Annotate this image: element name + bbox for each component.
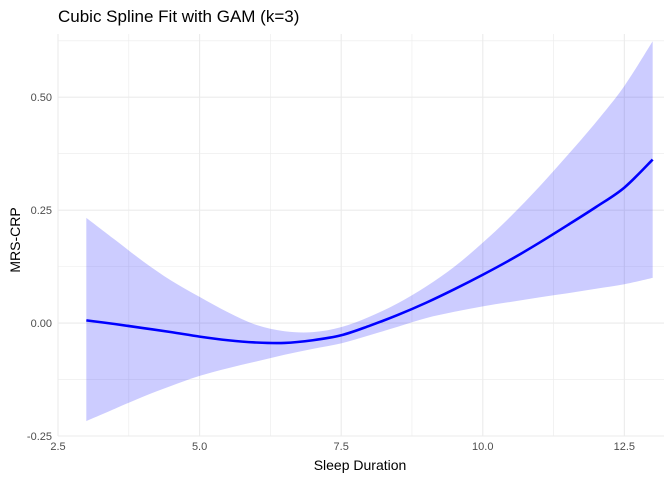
chart-title: Cubic Spline Fit with GAM (k=3): [58, 7, 299, 26]
y-axis-ticks: -0.25 0.00 0.25 0.50: [27, 92, 52, 443]
x-axis-title: Sleep Duration: [314, 457, 407, 473]
confidence-band: [86, 41, 653, 422]
y-axis-title: MRS-CRP: [7, 207, 23, 272]
y-tick-label: -0.25: [27, 431, 52, 443]
y-tick-label: 0.25: [31, 205, 52, 217]
x-tick-label: 7.5: [334, 441, 349, 453]
y-tick-label: 0.50: [31, 92, 52, 104]
x-tick-label: 10.0: [472, 441, 493, 453]
y-tick-label: 0.00: [31, 318, 52, 330]
x-tick-label: 12.5: [614, 441, 635, 453]
grid-lines: [57, 34, 664, 437]
x-tick-label: 5.0: [192, 441, 207, 453]
x-axis-ticks: 2.5 5.0 7.5 10.0 12.5: [50, 441, 635, 453]
x-tick-label: 2.5: [50, 441, 65, 453]
fit-line: [86, 158, 654, 345]
confidence-band-layer: [86, 41, 653, 422]
fit-line-layer: [86, 158, 654, 345]
